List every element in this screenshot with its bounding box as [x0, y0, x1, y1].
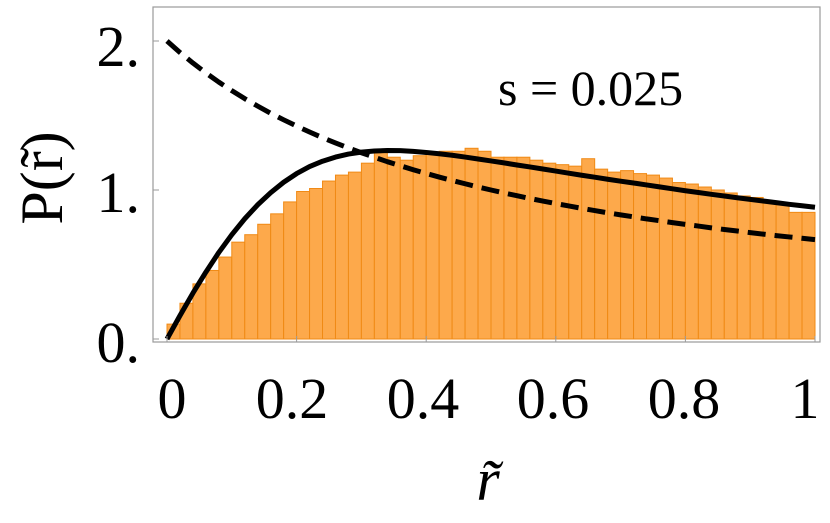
histogram-bar — [231, 241, 246, 340]
dashed-curve — [165, 39, 816, 243]
histogram-bar — [347, 171, 362, 340]
histogram-bar — [386, 156, 401, 340]
y-tick-label-2: 2. — [97, 14, 141, 79]
histogram-bar — [529, 159, 544, 340]
x-tick-label-4: 0.8 — [648, 366, 721, 431]
histogram-bar — [581, 158, 596, 340]
axis-ticks — [153, 40, 816, 342]
histogram-bar — [477, 150, 492, 340]
x-tick-label-5: 1 — [791, 366, 820, 431]
histogram-bar — [490, 156, 505, 340]
histogram-bar — [594, 168, 609, 340]
histogram-bar — [425, 152, 440, 340]
y-axis-title: P(r̃) — [9, 131, 75, 224]
histogram-bar — [697, 186, 712, 340]
histogram-bar — [749, 196, 764, 340]
solid-curve — [164, 148, 816, 341]
x-tick-label-0: 0 — [158, 366, 187, 431]
histogram-bar — [451, 150, 466, 340]
parameter-annotation: s = 0.025 — [498, 60, 683, 116]
plot-frame — [152, 6, 821, 343]
x-tick-label-3: 0.6 — [517, 366, 590, 431]
histogram-bar — [646, 174, 660, 340]
histogram-bar — [762, 201, 777, 340]
histogram-bar — [568, 165, 583, 340]
histogram-bar — [399, 159, 414, 340]
histogram-bar — [555, 164, 570, 340]
histogram-bar — [296, 190, 311, 340]
histogram-bar — [775, 204, 790, 340]
histogram-bar — [373, 149, 388, 340]
histogram-bar — [244, 234, 259, 340]
y-tick-label-0: 0. — [97, 310, 141, 375]
histogram-bar — [710, 189, 725, 340]
histogram-bar — [205, 269, 220, 340]
histogram-bar — [736, 195, 751, 340]
histogram-bar — [270, 213, 285, 340]
histogram-bar — [542, 162, 557, 340]
histogram-bar — [620, 170, 635, 340]
histogram-bar — [360, 162, 375, 340]
y-tick-label-1: 1. — [97, 160, 141, 225]
curves — [164, 39, 816, 341]
histogram-bar — [516, 156, 531, 340]
histogram-bar — [671, 182, 686, 340]
histogram-bar — [464, 147, 479, 340]
histogram-bar — [257, 223, 272, 340]
histogram-bar — [801, 211, 816, 340]
histogram-bar — [283, 201, 298, 340]
histogram-bar — [658, 177, 673, 340]
histogram-bar — [334, 174, 349, 340]
histogram-bar — [607, 171, 622, 340]
x-axis-title: r̃ — [476, 447, 503, 513]
histogram-bars — [166, 147, 816, 340]
histogram-bar — [412, 155, 427, 340]
histogram-bar — [684, 183, 699, 340]
histogram-bar — [218, 256, 233, 340]
histogram-bar — [322, 180, 336, 340]
x-tick-label-2: 0.4 — [387, 366, 460, 431]
histogram-bar — [788, 211, 803, 340]
histogram-bar — [633, 173, 648, 340]
histogram-bar — [723, 192, 738, 340]
x-tick-label-1: 0.2 — [256, 366, 329, 431]
histogram-bar — [503, 156, 518, 340]
histogram-bar — [309, 188, 324, 340]
